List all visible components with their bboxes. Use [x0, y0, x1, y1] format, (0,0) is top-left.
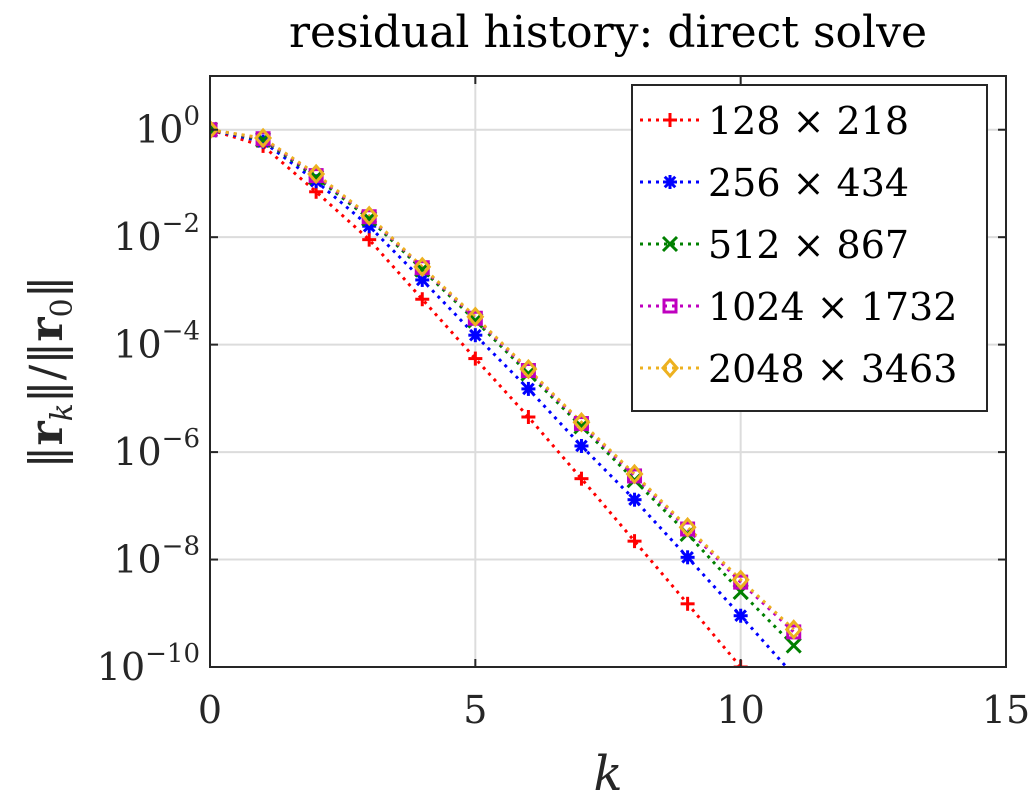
y-tick-label: 10−8 [113, 532, 200, 582]
data-point-5-3 [360, 205, 379, 227]
data-point-2-10 [733, 608, 748, 623]
series-line-5 [210, 128, 795, 631]
legend-marker-2 [663, 175, 677, 189]
legend-label-5: 2048 × 3463 [708, 347, 957, 391]
x-axis-label: k [593, 746, 622, 801]
svg-text:‖rk‖/‖r0‖: ‖rk‖/‖r0‖ [19, 275, 80, 468]
x-tick-label: 0 [198, 688, 222, 732]
data-point-5-4 [413, 256, 432, 278]
legend-marker-4 [662, 298, 678, 314]
legend-box [631, 84, 988, 412]
series-lines [210, 128, 795, 667]
data-point-1-9 [680, 596, 695, 611]
x-tick-labels: 0 5 10 15 [198, 76, 1030, 732]
data-point-5-2 [307, 163, 326, 185]
data-point-1-6 [521, 409, 536, 424]
y-tick-labels: 100 10−2 10−4 10−6 10−8 10−10 [97, 102, 1006, 689]
series-line-1 [210, 128, 742, 667]
data-point-2-6 [521, 381, 536, 396]
series-markers [210, 119, 803, 667]
data-point-5-7 [572, 411, 591, 433]
data-point-5-1 [254, 127, 273, 149]
legend-marker-3 [661, 235, 679, 253]
x-tick-label: 10 [716, 688, 764, 732]
chart-title: residual history: direct solve [289, 7, 927, 58]
data-point-2-5 [468, 328, 483, 343]
y-tick-label: 10−6 [113, 424, 200, 474]
data-point-5-6 [519, 358, 538, 380]
data-point-2-8 [627, 492, 642, 507]
legend-marker-5 [661, 357, 679, 379]
data-point-5-8 [625, 463, 644, 485]
data-point-1-3 [362, 232, 377, 247]
legend-label-4: 1024 × 1732 [708, 285, 957, 329]
data-point-3-11 [785, 637, 802, 654]
data-point-5-10 [731, 569, 750, 591]
legend-label-2: 256 × 434 [708, 161, 909, 205]
data-point-2-9 [680, 550, 695, 565]
x-tick-label: 5 [463, 688, 487, 732]
y-tick-label: 100 [135, 102, 200, 152]
data-point-5-11 [784, 619, 803, 640]
y-tick-label: 10−2 [113, 209, 200, 259]
legend-label-3: 512 × 867 [708, 223, 909, 267]
data-point-5-9 [678, 516, 697, 538]
y-tick-label: 10−10 [97, 639, 200, 689]
legend-marker-1 [663, 113, 677, 127]
legend: 128 × 218 256 × 434 512 × 867 1024 × 1732 20… [631, 84, 988, 412]
series-line-3 [210, 128, 795, 647]
y-axis-label: ‖rk‖/‖r0‖ [19, 275, 80, 468]
data-point-2-7 [574, 438, 589, 453]
data-point-5-0 [210, 119, 219, 141]
data-point-1-7 [574, 471, 589, 486]
y-tick-label: 10−4 [113, 317, 200, 367]
data-point-5-5 [466, 306, 485, 328]
legend-label-1: 128 × 218 [708, 99, 909, 143]
data-point-1-4 [415, 292, 430, 307]
plot-frame [209, 75, 1007, 668]
data-point-1-5 [468, 351, 483, 366]
data-point-1-8 [627, 534, 642, 549]
x-tick-label: 15 [982, 688, 1030, 732]
